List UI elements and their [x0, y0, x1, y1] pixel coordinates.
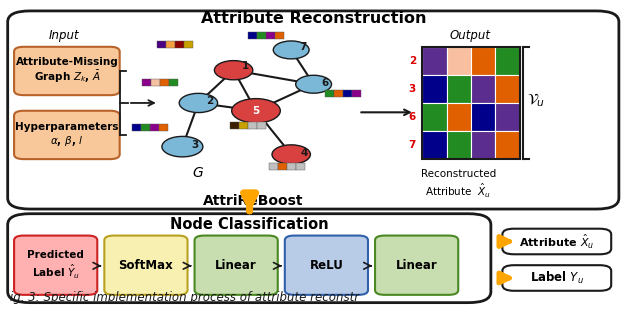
Text: 2: 2 — [206, 96, 214, 106]
Bar — [160, 79, 169, 86]
Ellipse shape — [296, 75, 332, 93]
FancyBboxPatch shape — [285, 236, 368, 295]
FancyBboxPatch shape — [195, 236, 278, 295]
Bar — [150, 124, 159, 131]
Text: Linear: Linear — [396, 259, 438, 272]
FancyBboxPatch shape — [14, 111, 120, 159]
Text: 7: 7 — [299, 42, 307, 52]
Ellipse shape — [232, 99, 280, 123]
Bar — [287, 163, 296, 170]
Bar — [230, 122, 239, 129]
Bar — [248, 122, 257, 129]
Bar — [495, 75, 520, 103]
Text: Attribute $\hat{X}_u$: Attribute $\hat{X}_u$ — [519, 232, 595, 251]
FancyBboxPatch shape — [375, 236, 458, 295]
Ellipse shape — [272, 145, 310, 164]
Bar — [184, 41, 193, 48]
Text: 4: 4 — [300, 148, 308, 158]
Bar — [495, 103, 520, 131]
Bar — [169, 79, 178, 86]
Text: 6: 6 — [409, 112, 416, 122]
Bar — [422, 131, 447, 159]
Bar — [352, 90, 361, 97]
Text: 1: 1 — [241, 61, 249, 71]
FancyBboxPatch shape — [14, 47, 120, 95]
Bar — [471, 131, 495, 159]
Bar — [151, 79, 160, 86]
Text: ReLU: ReLU — [310, 259, 343, 272]
Bar — [325, 90, 334, 97]
Bar — [269, 163, 278, 170]
Text: Node Classification: Node Classification — [170, 217, 329, 232]
Bar — [422, 75, 447, 103]
Ellipse shape — [162, 136, 203, 157]
Bar — [142, 79, 151, 86]
Text: SoftMax: SoftMax — [118, 259, 173, 272]
Ellipse shape — [214, 61, 253, 80]
Bar — [471, 75, 495, 103]
Text: Linear: Linear — [215, 259, 257, 272]
Bar — [422, 47, 520, 159]
Text: $\mathcal{V}_u$: $\mathcal{V}_u$ — [527, 92, 545, 109]
Bar — [141, 124, 150, 131]
Text: Attribute Reconstruction: Attribute Reconstruction — [201, 11, 426, 26]
Text: 3: 3 — [191, 140, 199, 150]
Text: $G$: $G$ — [193, 166, 204, 180]
Bar — [157, 41, 166, 48]
Text: Output: Output — [450, 29, 491, 42]
Ellipse shape — [273, 41, 309, 59]
Text: ig. 3: Specific implementation process of attribute reconstr: ig. 3: Specific implementation process o… — [10, 291, 359, 304]
Text: Label $Y_u$: Label $Y_u$ — [530, 270, 584, 286]
Text: Input: Input — [49, 29, 79, 42]
Bar — [248, 32, 257, 39]
Text: Attribute-Missing
Graph $Z_k$, $\bar{A}$: Attribute-Missing Graph $Z_k$, $\bar{A}$ — [15, 57, 118, 85]
Ellipse shape — [179, 93, 218, 113]
Bar — [257, 122, 266, 129]
Bar — [495, 131, 520, 159]
Bar — [275, 32, 284, 39]
Text: Predicted
Label $\hat{Y}_u$: Predicted Label $\hat{Y}_u$ — [28, 250, 84, 281]
Bar — [422, 103, 447, 131]
FancyBboxPatch shape — [502, 265, 611, 291]
Bar — [278, 163, 287, 170]
Bar — [132, 124, 141, 131]
Bar — [495, 47, 520, 75]
Bar — [159, 124, 168, 131]
Text: 3: 3 — [409, 84, 416, 94]
Bar — [266, 32, 275, 39]
Text: 5: 5 — [252, 106, 260, 116]
Bar — [447, 131, 471, 159]
Bar — [296, 163, 305, 170]
Text: 6: 6 — [321, 78, 329, 88]
Bar — [447, 75, 471, 103]
Bar — [447, 103, 471, 131]
Text: 2: 2 — [409, 56, 416, 66]
FancyBboxPatch shape — [104, 236, 188, 295]
Text: 7: 7 — [408, 140, 416, 150]
FancyBboxPatch shape — [14, 236, 97, 295]
Bar — [239, 122, 248, 129]
Bar — [447, 47, 471, 75]
Bar — [471, 103, 495, 131]
Bar — [422, 47, 447, 75]
Text: AttriReBoost: AttriReBoost — [202, 194, 303, 208]
Bar — [166, 41, 175, 48]
Bar — [343, 90, 352, 97]
FancyBboxPatch shape — [8, 214, 491, 303]
Bar — [471, 47, 495, 75]
FancyBboxPatch shape — [8, 11, 619, 209]
Bar — [175, 41, 184, 48]
FancyBboxPatch shape — [502, 229, 611, 254]
Text: Hyperparameters
$\alpha$, $\beta$, $l$: Hyperparameters $\alpha$, $\beta$, $l$ — [15, 122, 118, 148]
Text: Reconstructed
Attribute  $\hat{X}_u$: Reconstructed Attribute $\hat{X}_u$ — [420, 169, 496, 200]
Bar — [334, 90, 343, 97]
Bar — [257, 32, 266, 39]
